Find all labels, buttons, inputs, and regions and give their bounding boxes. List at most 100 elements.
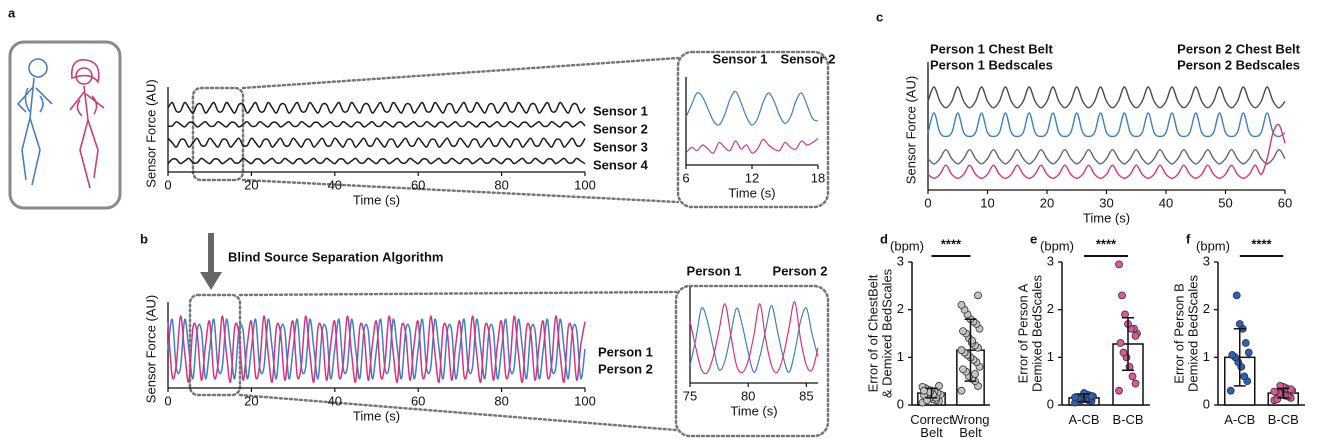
x-tick-label: 40 xyxy=(328,393,342,408)
data-point xyxy=(1241,373,1248,380)
legend-label: Person 2 Bedscales xyxy=(1177,57,1300,72)
significance-label: **** xyxy=(1096,236,1117,251)
series-line xyxy=(928,113,1285,137)
y-axis-title: Error of Person A xyxy=(1015,283,1030,383)
x-tick-label: 80 xyxy=(741,388,755,403)
y-axis-title: & Demixed BedScales xyxy=(879,268,894,398)
legend-label: Sensor 2 xyxy=(593,121,648,136)
data-point xyxy=(975,292,982,299)
series-line xyxy=(168,138,585,147)
chart: 020406080100Sensor 1Sensor 2Sensor 3Sens… xyxy=(0,0,1317,439)
y-axis-title: Demixed BedScales xyxy=(1029,274,1044,392)
x-axis-title: Time (s) xyxy=(353,408,400,423)
y-axis-title: Sensor Force (AU) xyxy=(143,79,158,187)
panel-label: b xyxy=(140,231,148,246)
legend-label: Person 2 xyxy=(773,263,828,278)
data-point xyxy=(1287,386,1294,393)
unit-label: (bpm) xyxy=(1040,238,1074,253)
series-line xyxy=(686,139,818,154)
y-tick-label: 3 xyxy=(897,253,904,268)
y-axis-title: Error of of ChestBelt xyxy=(865,274,880,392)
data-point xyxy=(1120,349,1127,356)
series-line xyxy=(168,122,585,127)
x-tick-label: 20 xyxy=(1040,195,1054,210)
series-line xyxy=(686,91,818,125)
data-point xyxy=(1236,320,1243,327)
x-axis-title: Time (s) xyxy=(728,185,775,200)
annotation: Blind Source Separation Algorithm xyxy=(228,249,443,264)
data-point xyxy=(958,347,965,354)
y-axis-title: Sensor Force (AU) xyxy=(903,76,918,184)
data-point xyxy=(1129,373,1136,380)
significance-label: **** xyxy=(1251,236,1272,251)
data-point xyxy=(1126,363,1133,370)
legend-label: Sensor 3 xyxy=(593,139,648,154)
data-point xyxy=(1117,340,1124,347)
data-point xyxy=(1233,292,1240,299)
data-point xyxy=(1132,380,1139,387)
y-axis-title: Sensor Force (AU) xyxy=(143,295,158,403)
data-point xyxy=(1271,388,1278,395)
illustration xyxy=(10,42,120,208)
arrow xyxy=(200,233,222,290)
x-tick-label: B-CB xyxy=(1103,413,1153,426)
legend-label: Person 1 Bedscales xyxy=(930,57,1053,72)
x-tick-label: 10 xyxy=(980,195,994,210)
x-axis-title: Time (s) xyxy=(730,403,777,418)
series-line xyxy=(690,306,818,373)
legend-label: Person 1 xyxy=(687,263,742,278)
x-tick-label: 80 xyxy=(494,177,508,192)
x-axis-title: Time (s) xyxy=(1083,210,1130,225)
x-tick-label: A-CB xyxy=(1059,413,1109,426)
series-line xyxy=(168,158,585,163)
x-tick-label: 60 xyxy=(411,177,425,192)
legend-label: Sensor 1 xyxy=(593,103,648,118)
x-tick-label: 0 xyxy=(164,177,171,192)
y-tick-label: 3 xyxy=(1047,253,1054,268)
y-tick-label: 2 xyxy=(1203,301,1210,316)
y-tick-label: 1 xyxy=(1047,349,1054,364)
x-tick-label: 20 xyxy=(244,177,258,192)
data-point xyxy=(1119,292,1126,299)
series-line xyxy=(168,102,585,113)
x-tick-label: 75 xyxy=(683,388,697,403)
x-tick-label: Wrong Belt xyxy=(946,413,996,439)
y-axis-title: Demixed BedScales xyxy=(1185,274,1200,392)
panel-label: c xyxy=(876,9,883,24)
data-point xyxy=(1274,396,1281,403)
data-point xyxy=(960,328,967,335)
data-point xyxy=(969,337,976,344)
x-tick-label: 100 xyxy=(574,177,596,192)
figure: 020406080100Sensor 1Sensor 2Sensor 3Sens… xyxy=(0,0,1317,439)
data-point xyxy=(958,387,965,394)
significance-label: **** xyxy=(941,236,962,251)
x-tick-label: 40 xyxy=(1159,195,1173,210)
data-point xyxy=(1229,351,1236,358)
x-tick-label: 100 xyxy=(574,393,596,408)
data-point xyxy=(1116,261,1123,268)
legend-label: Sensor 4 xyxy=(593,157,649,172)
series-line xyxy=(690,302,818,374)
x-tick-label: 80 xyxy=(494,393,508,408)
x-axis-title: Time (s) xyxy=(353,192,400,207)
series-line xyxy=(928,87,1285,108)
x-tick-label: 40 xyxy=(328,177,342,192)
x-tick-label: 6 xyxy=(682,170,689,185)
data-point xyxy=(1242,340,1249,347)
x-tick-label: A-CB xyxy=(1215,413,1265,426)
panel-label: e xyxy=(1030,231,1037,246)
x-tick-label: 18 xyxy=(811,170,825,185)
x-tick-label: 0 xyxy=(164,393,171,408)
y-tick-label: 1 xyxy=(897,349,904,364)
data-point xyxy=(1072,394,1079,401)
x-tick-label: 85 xyxy=(799,388,813,403)
x-tick-label: 0 xyxy=(924,195,931,210)
data-point xyxy=(1132,332,1139,339)
x-tick-label: 20 xyxy=(244,393,258,408)
x-tick-label: 12 xyxy=(745,170,759,185)
legend-label: Person 2 xyxy=(598,361,653,376)
x-tick-label: 50 xyxy=(1218,195,1232,210)
data-point xyxy=(1116,387,1123,394)
data-point xyxy=(958,301,965,308)
x-tick-label: 60 xyxy=(411,393,425,408)
